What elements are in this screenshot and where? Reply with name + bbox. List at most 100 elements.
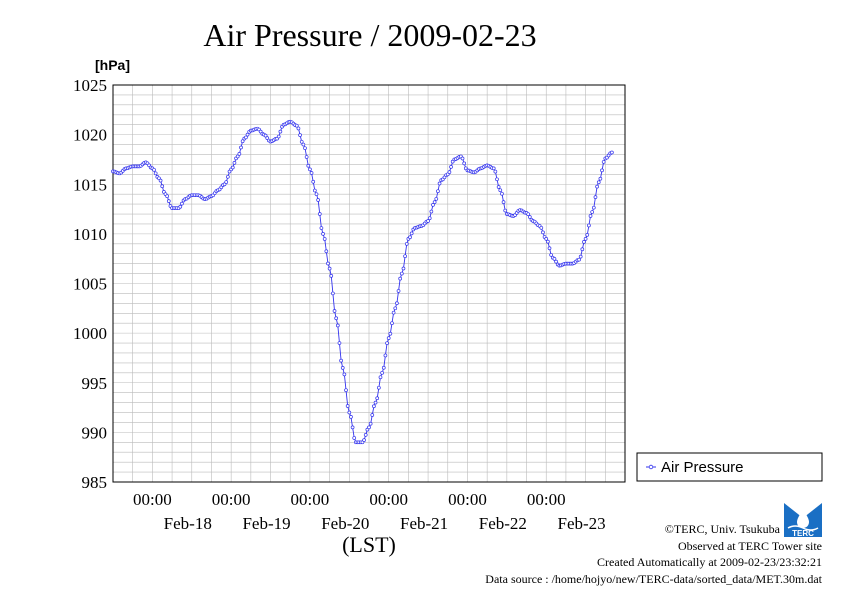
data-point	[591, 205, 596, 210]
data-point	[232, 161, 237, 165]
data-point	[370, 413, 375, 417]
data-point	[549, 253, 554, 257]
data-point	[391, 310, 396, 315]
data-point	[386, 336, 391, 340]
data-point	[278, 129, 283, 134]
legend-label: Air Pressure	[661, 459, 744, 476]
credit-source: Data source : /home/hojyo/new/TERC-data/…	[485, 572, 822, 586]
legend-swatch-marker	[648, 464, 654, 470]
data-point	[337, 341, 342, 345]
data-point	[598, 176, 603, 181]
x-tick-time: 00:00	[369, 490, 408, 509]
data-point	[491, 166, 496, 171]
series-air-pressure	[111, 119, 614, 445]
data-point	[541, 230, 545, 235]
data-point	[431, 203, 435, 207]
data-point	[398, 276, 403, 281]
x-tick-date: Feb-21	[400, 514, 448, 533]
data-point	[344, 388, 348, 393]
data-point	[437, 181, 442, 186]
data-point	[237, 151, 242, 156]
data-point	[503, 208, 508, 213]
credit-observed: Observed at TERC Tower site	[678, 539, 822, 553]
data-point	[601, 160, 606, 164]
data-point	[180, 201, 184, 206]
y-axis-unit: [hPa]	[95, 57, 130, 73]
data-point	[244, 135, 248, 140]
data-point	[610, 150, 614, 155]
data-point	[546, 239, 550, 244]
data-point	[368, 421, 373, 426]
credits: ©TERC, Univ. Tsukuba Observed at TERC To…	[485, 522, 822, 586]
data-point	[582, 240, 586, 244]
data-point	[331, 291, 335, 296]
data-point	[239, 145, 243, 150]
data-point	[352, 436, 357, 440]
y-tick-label: 1010	[73, 225, 107, 244]
data-point	[449, 165, 453, 169]
x-tick-date: Feb-22	[479, 514, 527, 533]
data-point	[367, 425, 371, 430]
data-point	[385, 341, 389, 346]
data-point	[380, 370, 384, 375]
data-point	[165, 194, 169, 199]
legend: Air Pressure	[636, 452, 823, 482]
data-point	[309, 171, 314, 175]
data-point	[527, 215, 532, 219]
data-point	[372, 404, 376, 409]
data-point	[296, 126, 301, 131]
data-point	[345, 404, 350, 408]
series-line	[112, 121, 613, 443]
data-point	[301, 142, 306, 147]
data-point	[580, 247, 585, 252]
data-point	[349, 415, 353, 419]
data-point	[577, 257, 581, 262]
chart-title: Air Pressure / 2009-02-23	[203, 17, 536, 53]
data-point	[329, 274, 334, 278]
x-axis-ticks: 00:00Feb-1800:00Feb-1900:00Feb-2000:00Fe…	[133, 490, 606, 533]
data-point	[587, 223, 591, 228]
credit-created: Created Automatically at 2009-02-23/23:3…	[597, 555, 822, 569]
data-point	[152, 167, 156, 172]
data-point	[588, 214, 593, 218]
y-tick-label: 1015	[73, 175, 107, 194]
data-point	[381, 365, 386, 370]
data-point	[158, 178, 163, 183]
data-point	[401, 266, 406, 271]
x-tick-time: 00:00	[291, 490, 330, 509]
data-point	[408, 235, 412, 240]
data-point	[539, 225, 544, 230]
data-point	[316, 198, 320, 202]
data-point	[326, 261, 330, 266]
data-point	[377, 385, 381, 390]
data-point	[335, 323, 340, 328]
y-tick-label: 1020	[73, 126, 107, 145]
data-point	[224, 180, 229, 184]
y-tick-label: 990	[82, 423, 108, 442]
data-point	[245, 132, 250, 137]
data-point	[436, 189, 440, 194]
x-tick-time: 00:00	[212, 490, 251, 509]
data-point	[373, 400, 378, 405]
data-point	[409, 231, 414, 236]
data-point	[362, 438, 366, 442]
data-point	[303, 146, 307, 151]
data-point	[375, 396, 380, 401]
data-point	[347, 410, 352, 415]
data-point	[308, 167, 312, 172]
x-axis-label: (LST)	[342, 532, 396, 557]
data-point	[429, 209, 434, 214]
data-point	[383, 353, 388, 358]
x-tick-time: 00:00	[133, 490, 172, 509]
data-point	[311, 179, 316, 184]
data-point	[235, 154, 240, 159]
data-point	[332, 309, 337, 313]
y-tick-label: 1005	[73, 275, 107, 294]
data-point	[404, 242, 409, 246]
y-tick-label: 985	[82, 473, 108, 492]
data-point	[340, 366, 345, 370]
data-point	[395, 301, 399, 306]
data-point	[393, 306, 398, 311]
data-point	[593, 195, 598, 199]
